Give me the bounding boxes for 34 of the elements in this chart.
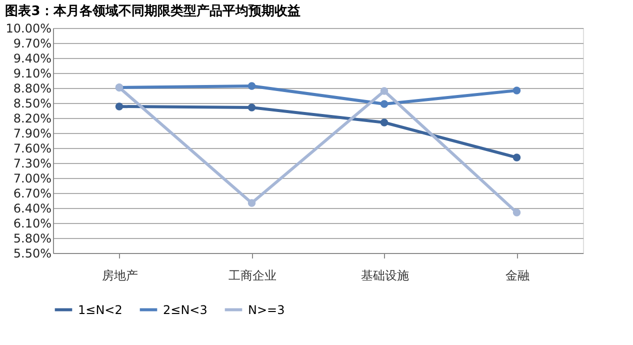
y-tick-label: 9.10%	[13, 66, 52, 80]
y-tick-label: 9.70%	[13, 36, 52, 50]
point	[115, 102, 124, 110]
legend-label: 1≤N<2	[78, 302, 122, 317]
point	[512, 208, 521, 216]
legend-label: N>=3	[248, 302, 285, 317]
y-tick-label: 8.20%	[13, 112, 52, 126]
point	[248, 104, 256, 112]
point	[380, 100, 388, 108]
y-tick-label: 8.50%	[13, 96, 52, 110]
x-tick-label: 房地产	[102, 268, 138, 282]
y-tick-label: 5.50%	[13, 246, 52, 260]
point	[248, 82, 256, 90]
point	[380, 118, 388, 126]
y-tick-label: 7.30%	[13, 156, 52, 170]
y-tick-label: 7.90%	[13, 126, 52, 140]
y-tick-label: 7.00%	[13, 172, 52, 186]
chart-title: 图表3：本月各领域不同期限类型产品平均预期收益	[5, 3, 300, 19]
point	[512, 86, 521, 94]
y-tick-label: 6.70%	[13, 186, 52, 200]
x-tick-label: 金融	[505, 268, 530, 282]
y-tick-label: 10.00%	[6, 22, 52, 36]
x-tick-label: 基础设施	[360, 268, 409, 282]
point	[248, 199, 256, 207]
y-tick-label: 9.40%	[13, 52, 52, 66]
point	[512, 154, 521, 162]
y-tick-label: 7.60%	[13, 142, 52, 156]
y-tick-label: 5.80%	[13, 232, 52, 246]
x-tick-label: 工商企业	[228, 268, 276, 282]
y-tick-label: 8.80%	[13, 82, 52, 96]
legend-label: 2≤N<3	[163, 302, 208, 317]
point	[380, 87, 388, 95]
y-tick-label: 6.10%	[13, 216, 52, 230]
y-tick-label: 6.40%	[13, 202, 52, 216]
